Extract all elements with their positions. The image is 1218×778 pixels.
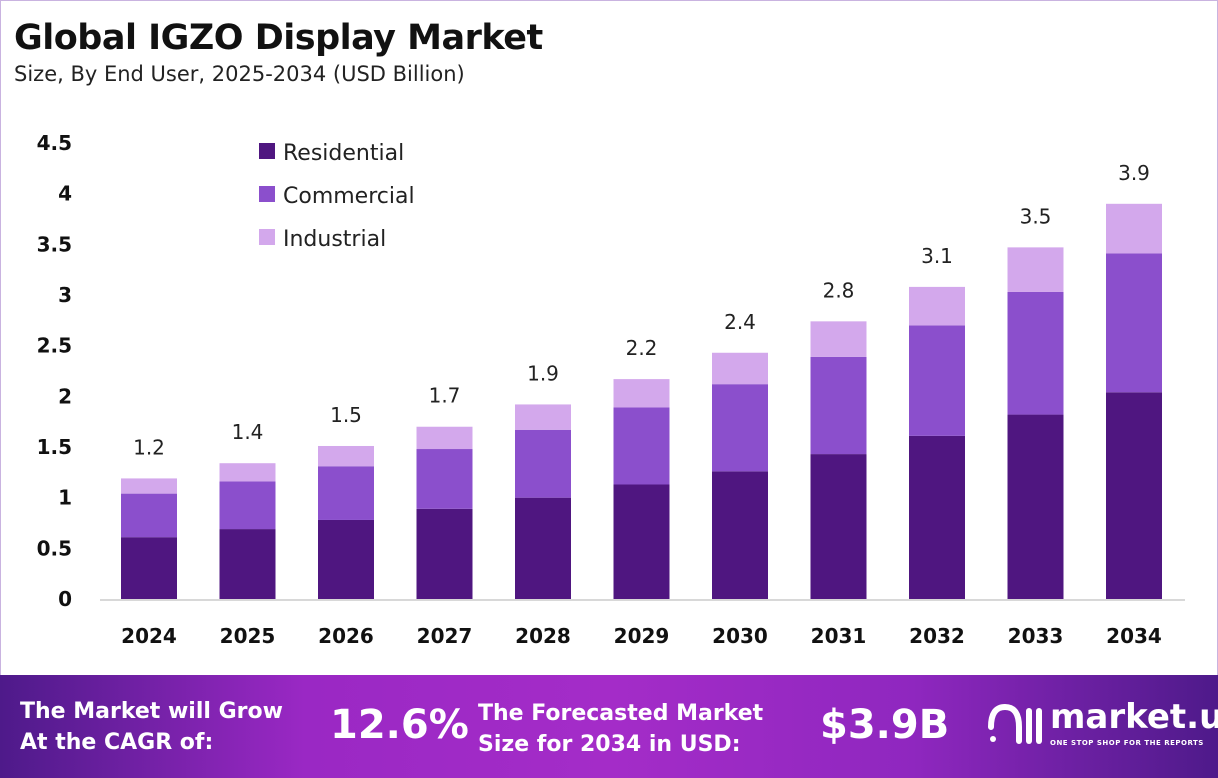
bar-segment-residential <box>712 471 768 599</box>
total-data-label: 3.9 <box>1118 161 1150 185</box>
x-tick-label: 2026 <box>318 624 374 648</box>
bar-segment-industrial <box>318 445 374 467</box>
total-data-label: 3.1 <box>921 244 953 268</box>
legend-label: Industrial <box>283 227 386 252</box>
bar-segment-commercial <box>318 466 374 520</box>
x-tick-label: 2029 <box>614 624 670 648</box>
y-tick-label: 3 <box>58 283 72 307</box>
y-tick-label: 4.5 <box>37 131 72 155</box>
bar-segment-residential <box>515 497 571 599</box>
bar-segment-industrial <box>810 321 867 357</box>
stacked-bar-chart: 0 0.5 1 1.5 2 2.5 3 3.5 4 4.5 1.2 2024 1.4 2025 1.5 202… <box>37 131 1185 648</box>
bar-segment-commercial <box>219 481 276 530</box>
x-tick-label: 2027 <box>417 624 473 648</box>
market-us-logo-icon <box>988 703 1042 744</box>
forecast-label-line1: The Forecasted Market <box>478 701 764 726</box>
bar-segment-residential <box>1106 392 1162 599</box>
bar-segment-residential <box>219 529 276 599</box>
y-tick-label: 0.5 <box>37 536 72 560</box>
bar-segment-industrial <box>909 286 965 326</box>
bar-segment-residential <box>1007 414 1064 599</box>
legend-label: Residential <box>283 141 404 166</box>
total-data-label: 1.9 <box>527 361 559 385</box>
bar-segment-commercial <box>712 384 768 472</box>
legend-swatch-industrial <box>259 229 275 245</box>
total-data-label: 2.4 <box>724 310 756 334</box>
cagr-label-line1: The Market will Grow <box>20 699 283 724</box>
bar-segment-commercial <box>416 449 473 509</box>
total-data-label: 2.2 <box>626 336 658 360</box>
x-tick-label: 2025 <box>220 624 276 648</box>
cagr-label-line2: At the CAGR of: <box>20 730 214 755</box>
forecast-label-line2: Size for 2034 in USD: <box>478 732 741 757</box>
bar-segment-residential <box>416 508 473 599</box>
bar-segment-industrial <box>1007 247 1064 292</box>
bar-segment-commercial <box>1106 253 1162 393</box>
bar-segment-residential <box>810 454 867 599</box>
y-tick-label: 2.5 <box>37 334 72 358</box>
x-tick-label: 2034 <box>1106 624 1162 648</box>
summary-banner: The Market will Grow At the CAGR of: 12.… <box>0 675 1218 778</box>
bar-segment-industrial <box>416 426 473 450</box>
bar-segment-commercial <box>810 356 867 455</box>
x-tick-label: 2024 <box>121 624 177 648</box>
bar-segment-residential <box>909 435 965 599</box>
x-tick-label: 2033 <box>1008 624 1064 648</box>
total-data-label: 1.4 <box>232 420 264 444</box>
legend-swatch-commercial <box>259 186 275 202</box>
bar-segment-commercial <box>613 407 670 485</box>
forecast-value: $3.9B <box>820 702 950 748</box>
bar-segment-industrial <box>515 404 571 430</box>
cagr-value: 12.6% <box>330 702 469 748</box>
y-tick-label: 2 <box>58 384 72 408</box>
y-tick-label: 4 <box>58 182 72 206</box>
bar-segment-industrial <box>1106 203 1162 254</box>
x-tick-label: 2031 <box>811 624 867 648</box>
bar-segment-industrial <box>613 379 670 408</box>
x-tick-label: 2028 <box>515 624 571 648</box>
y-tick-label: 0 <box>58 587 72 611</box>
total-data-label: 1.5 <box>330 403 362 427</box>
cagr-label: The Market will Grow At the CAGR of: <box>20 696 283 758</box>
bar-segment-industrial <box>121 478 177 494</box>
chart-subtitle: Size, By End User, 2025-2034 (USD Billio… <box>14 62 465 86</box>
logo-tagline: ONE STOP SHOP FOR THE REPORTS <box>1050 739 1204 747</box>
bar-segment-commercial <box>515 429 571 498</box>
bar-segment-commercial <box>1007 291 1064 415</box>
x-tick-label: 2030 <box>712 624 768 648</box>
bar-segment-residential <box>613 484 670 599</box>
y-tick-label: 1 <box>58 486 72 510</box>
bar-segment-industrial <box>219 463 276 482</box>
y-tick-label: 3.5 <box>37 232 72 256</box>
legend-label: Commercial <box>283 184 415 209</box>
total-data-label: 2.8 <box>823 278 855 302</box>
total-data-label: 1.7 <box>429 384 461 408</box>
bar-segment-commercial <box>909 325 965 436</box>
forecast-label: The Forecasted Market Size for 2034 in U… <box>478 698 763 760</box>
bar-segment-residential <box>121 537 177 599</box>
x-tick-label: 2032 <box>909 624 965 648</box>
chart-title: Global IGZO Display Market <box>14 18 543 58</box>
total-data-label: 3.5 <box>1020 204 1052 228</box>
total-data-label: 1.2 <box>133 435 165 459</box>
bar-segment-residential <box>318 519 374 599</box>
y-tick-label: 1.5 <box>37 435 72 459</box>
bar-segment-commercial <box>121 493 177 538</box>
bar-segment-industrial <box>712 352 768 385</box>
logo-name: market.us <box>1050 697 1218 737</box>
legend-swatch-residential <box>259 143 275 159</box>
